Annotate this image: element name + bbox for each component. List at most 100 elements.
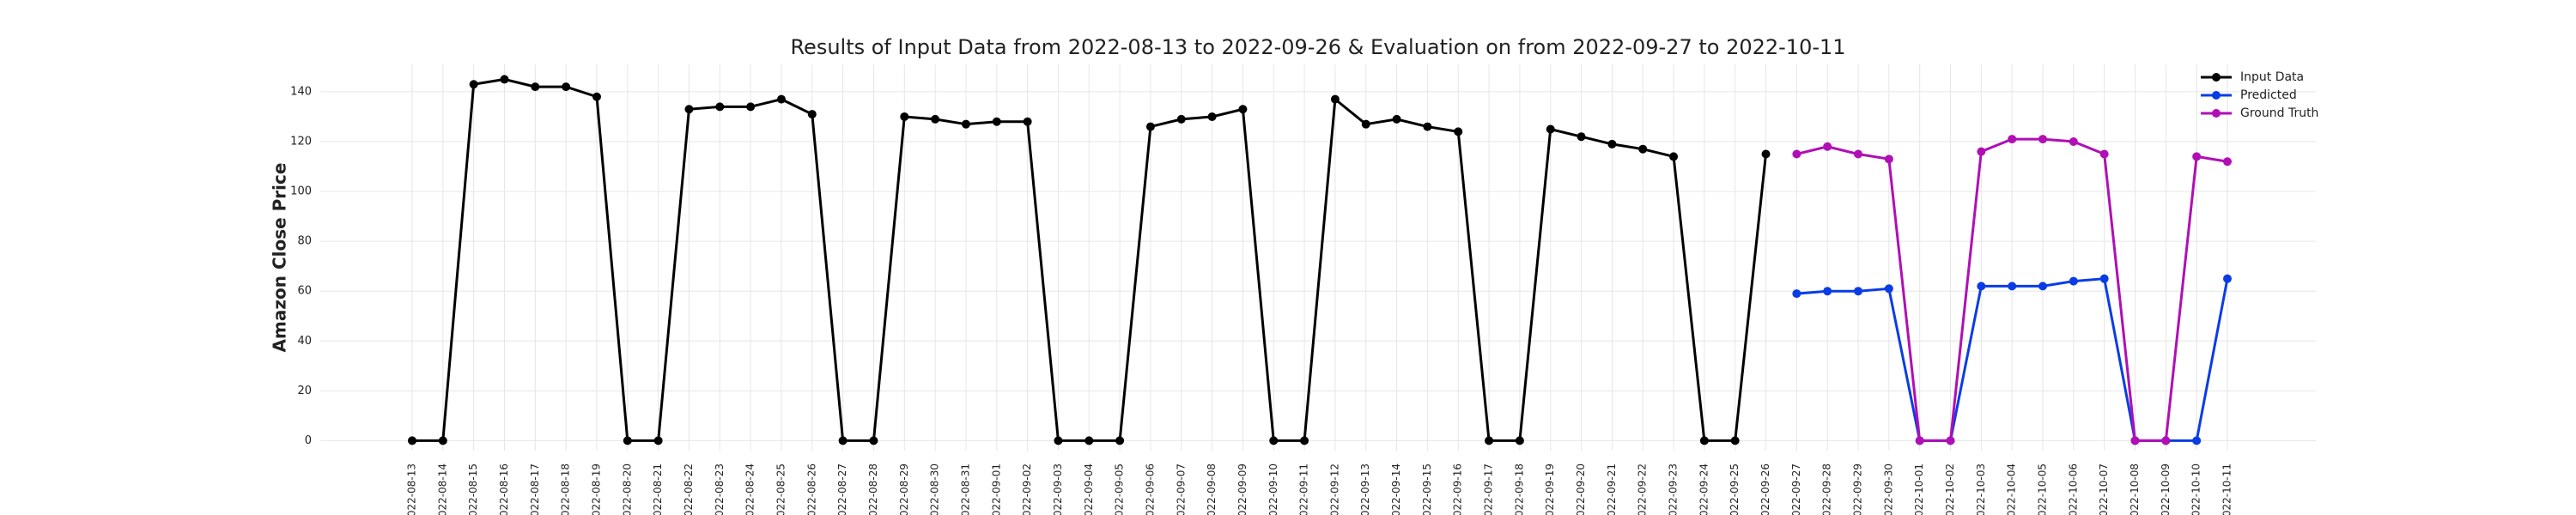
x-tick-label: 2022-08-16 (498, 464, 510, 515)
x-tick-label: 2022-08-15 (467, 464, 479, 515)
data-point (1761, 149, 1771, 159)
x-tick-label: 2022-08-26 (805, 464, 817, 515)
x-tick-label: 2022-10-11 (2221, 464, 2233, 515)
x-tick-label: 2022-09-19 (1544, 464, 1556, 515)
data-point (1854, 149, 1863, 159)
x-tick-label: 2022-10-03 (1975, 464, 1987, 515)
data-point (2069, 276, 2078, 286)
data-point (1330, 94, 1340, 104)
x-tick-label: 2022-09-22 (1637, 464, 1649, 515)
x-tick-label: 2022-10-07 (2098, 464, 2110, 515)
data-point (1238, 105, 1248, 114)
data-point (715, 102, 725, 112)
x-tick-label: 2022-08-21 (652, 464, 664, 515)
data-point (1392, 114, 1401, 124)
x-tick-label: 2022-08-30 (929, 464, 941, 515)
x-tick-label: 2022-08-25 (775, 464, 787, 515)
x-tick-label: 2022-08-17 (529, 464, 541, 515)
legend-label: Ground Truth (2240, 106, 2318, 120)
data-point (592, 92, 601, 101)
data-point (900, 112, 909, 121)
x-tick-label: 2022-10-06 (2067, 464, 2079, 515)
data-point (653, 436, 663, 445)
data-point (1269, 436, 1279, 445)
data-point (2192, 436, 2202, 445)
data-point (1823, 142, 1832, 151)
x-tick-label: 2022-09-13 (1359, 464, 1371, 515)
data-point (1823, 287, 1832, 296)
data-point (2008, 282, 2017, 291)
data-point (1361, 119, 1370, 129)
data-point (1792, 149, 1801, 159)
data-point (1577, 132, 1586, 142)
data-point (838, 436, 848, 445)
data-point (408, 436, 416, 445)
data-point (1669, 152, 1679, 161)
data-point (684, 105, 694, 114)
data-point (2038, 282, 2048, 291)
data-point (1145, 122, 1155, 131)
x-tick-label: 2022-08-24 (744, 464, 756, 515)
y-tick-label: 60 (297, 285, 312, 298)
data-point (2223, 274, 2232, 283)
data-point (992, 117, 1001, 126)
data-point (1084, 436, 1094, 445)
data-point (2099, 149, 2109, 159)
x-tick-label: 2022-09-30 (1882, 464, 1894, 515)
x-tick-label: 2022-09-12 (1328, 464, 1340, 515)
y-tick-label: 140 (290, 85, 312, 98)
x-tick-label: 2022-09-01 (990, 464, 1002, 515)
x-tick-label: 2022-10-01 (1913, 464, 1925, 515)
y-tick-label: 100 (290, 185, 312, 198)
y-tick-label: 120 (290, 136, 312, 148)
x-tick-label: 2022-09-06 (1144, 464, 1156, 515)
x-tick-label: 2022-10-09 (2160, 464, 2172, 515)
data-point (1699, 436, 1709, 445)
data-point (1023, 117, 1032, 126)
x-tick-label: 2022-09-02 (1021, 464, 1033, 515)
x-tick-label: 2022-08-18 (560, 464, 572, 515)
data-point (2223, 157, 2232, 167)
data-point (746, 102, 756, 112)
x-tick-label: 2022-09-18 (1513, 464, 1525, 515)
x-tick-label: 2022-10-10 (2190, 464, 2202, 515)
data-point (2069, 137, 2078, 146)
x-tick-label: 2022-09-27 (1790, 464, 1802, 515)
data-point (623, 436, 632, 445)
data-point (2130, 436, 2140, 445)
legend-marker (2212, 73, 2221, 82)
data-point (1884, 154, 1893, 164)
data-point (1176, 114, 1186, 124)
legend-marker (2212, 109, 2221, 118)
data-point (1485, 436, 1494, 445)
data-point (1977, 282, 1986, 291)
data-point (2192, 152, 2202, 161)
x-tick-label: 2022-08-19 (590, 464, 602, 515)
x-tick-label: 2022-09-07 (1175, 464, 1187, 515)
x-tick-label: 2022-08-22 (683, 464, 695, 515)
data-point (1423, 122, 1432, 131)
data-point (807, 110, 817, 119)
data-point (562, 82, 571, 92)
y-tick-label: 20 (297, 385, 312, 397)
x-tick-label: 2022-09-09 (1236, 464, 1249, 515)
x-tick-label: 2022-09-20 (1575, 464, 1587, 515)
y-tick-label: 80 (297, 235, 312, 248)
x-tick-label: 2022-09-14 (1390, 464, 1402, 515)
data-point (469, 80, 478, 89)
data-point (1454, 127, 1463, 136)
x-tick-label: 2022-08-20 (621, 464, 633, 515)
data-point (1915, 436, 1924, 445)
x-tick-label: 2022-09-10 (1267, 464, 1279, 515)
data-point (2099, 274, 2109, 283)
data-point (1946, 436, 1955, 445)
x-tick-label: 2022-08-29 (898, 464, 910, 515)
x-tick-label: 2022-09-11 (1298, 464, 1310, 515)
x-tick-label: 2022-09-21 (1606, 464, 1618, 515)
x-tick-label: 2022-08-28 (867, 464, 879, 515)
data-point (1054, 436, 1063, 445)
x-tick-label: 2022-10-08 (2129, 464, 2141, 515)
x-tick-label: 2022-09-28 (1821, 464, 1833, 515)
data-point (2161, 436, 2171, 445)
